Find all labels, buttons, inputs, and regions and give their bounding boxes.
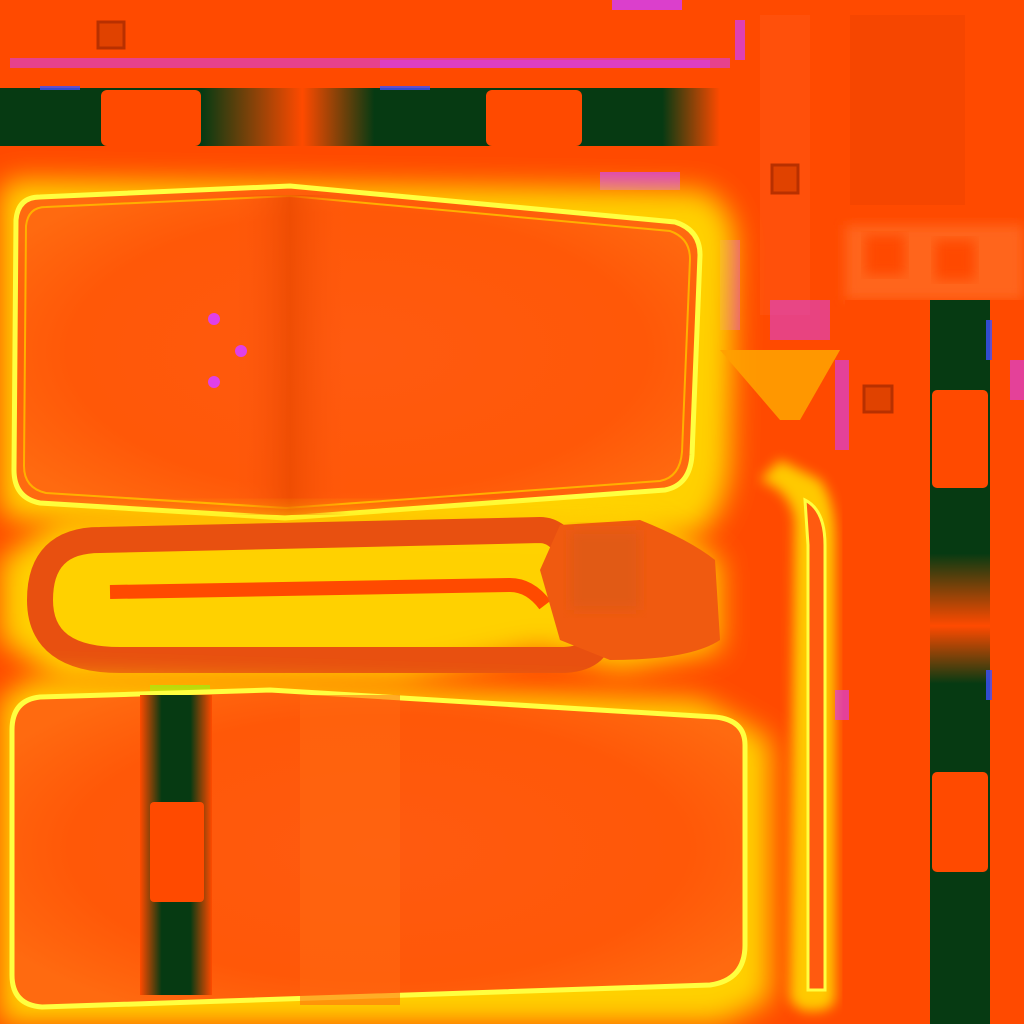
rivet [208,313,220,325]
side-connector-core [803,497,827,992]
upper-panel-body [11,183,703,521]
magenta-artifact [835,690,849,720]
handle-inner-line [109,577,551,610]
strap-square-rivet [96,20,126,50]
upper-panel-inner-rim [22,194,692,510]
blue-artifact [40,86,80,90]
blue-artifact [380,86,430,90]
magenta-artifact [835,360,849,450]
magenta-artifact [735,20,745,60]
side-connector [720,350,840,1012]
blue-artifact [986,320,992,360]
junction-glow-square [865,235,905,275]
top-right-junction [720,0,1024,340]
strap-buckle-window [101,90,201,146]
lower-rounded-panel [0,680,770,1024]
vertical-strap-buckle-window [932,772,988,872]
magenta-artifact [1010,360,1024,400]
vertical-strap-square-rivet [862,384,894,414]
lower-strap-buckle-window [150,802,204,902]
upper-rounded-panel [0,180,735,535]
rivet [235,345,247,357]
strap-buckle-window [486,90,582,146]
rivet [208,376,220,388]
lower-panel-seam [300,695,400,1005]
magenta-artifact [612,0,682,10]
strap-top-edge [10,58,730,68]
upper-panel-center-seam [230,195,350,515]
vertical-strap-buckle-window [932,390,988,488]
magenta-artifact [380,60,710,68]
blue-artifact [986,670,992,700]
handle-tab-patch [570,530,640,610]
junction-square-rivet [770,163,800,195]
junction-glow-square [935,240,975,280]
magenta-artifact [600,172,680,190]
handle-loop [0,515,720,693]
magenta-artifact [770,300,830,340]
right-vertical-strap [835,300,1024,1024]
top-strap-strip [0,0,735,190]
